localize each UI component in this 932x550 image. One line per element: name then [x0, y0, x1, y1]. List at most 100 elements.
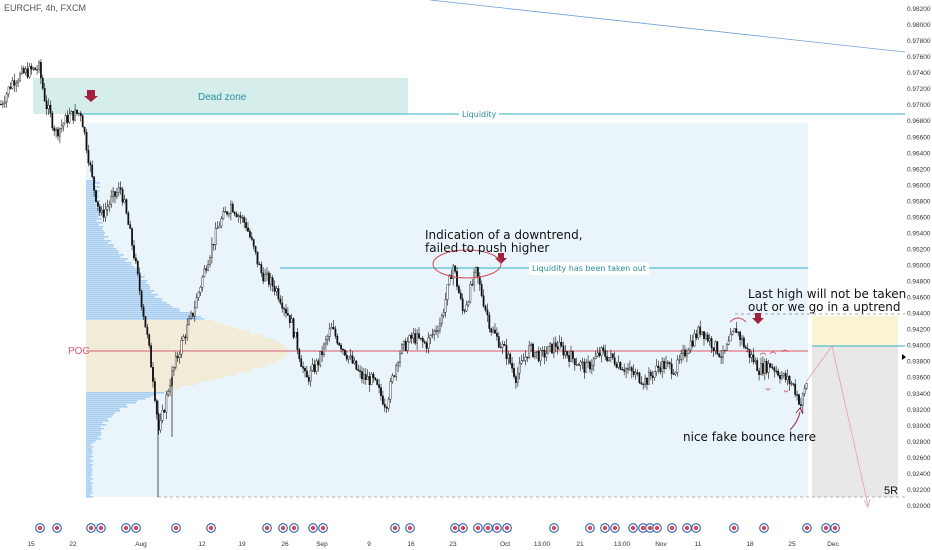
candle-body — [277, 288, 280, 300]
candle-body — [140, 290, 143, 308]
candle-body — [161, 410, 164, 421]
y-tick-label: 0.93600 — [907, 375, 931, 382]
event-icon-dot — [654, 525, 660, 531]
candle-body — [235, 213, 238, 218]
candle-body — [397, 362, 399, 366]
candle-body — [606, 356, 609, 361]
volume-profile-bar — [86, 410, 121, 412]
volume-profile-bar — [86, 354, 286, 356]
candle-body — [739, 331, 742, 341]
candle-body — [554, 342, 557, 347]
candle-body — [136, 260, 139, 275]
candle-body — [788, 376, 791, 384]
candle-body — [49, 105, 52, 114]
candle-body — [13, 80, 16, 86]
candle-body — [349, 355, 352, 358]
candle-body — [680, 353, 683, 360]
candle-body — [133, 245, 135, 259]
candle-body — [60, 125, 63, 129]
event-icon-dot — [98, 525, 104, 531]
candle-body — [549, 343, 552, 347]
candle-body — [306, 370, 308, 378]
event-icon-dot — [494, 525, 500, 531]
candle-body — [117, 187, 120, 193]
y-tick-label: 0.92600 — [907, 455, 931, 462]
candle-body — [64, 115, 67, 124]
candle-body — [551, 343, 553, 354]
candle-body — [577, 364, 580, 366]
candle-body — [792, 383, 795, 385]
candle-body — [152, 367, 154, 382]
candle-body — [89, 162, 92, 166]
candle-body — [558, 341, 561, 350]
candle-body — [243, 217, 246, 223]
candle-body — [273, 285, 276, 292]
downtrend-ellipse — [432, 249, 502, 279]
candle-body — [720, 356, 723, 358]
candle-body — [372, 373, 375, 379]
candle-body — [174, 355, 177, 368]
candle-body — [214, 228, 217, 245]
volume-profile-bar — [86, 342, 280, 344]
volume-profile-bar — [86, 332, 250, 334]
candle-body — [703, 331, 705, 339]
volume-profile-bar — [86, 270, 137, 272]
candle-body — [19, 73, 21, 82]
y-axis[interactable]: 0.98200 0.98000 0.97800 0.97600 0.97400 0.972… — [907, 6, 931, 510]
candle-body — [385, 407, 388, 409]
x-axis[interactable]: 15 22 Aug 12 19 26 Sep 9 16 23 Oct 13:00 21 13:00 Nov 1… — [27, 541, 839, 548]
candle-body — [55, 128, 58, 132]
candle-body — [275, 288, 278, 292]
y-tick-label: 0.92200 — [907, 487, 931, 494]
volume-profile-bar — [86, 422, 103, 424]
event-icon-dot — [804, 525, 810, 531]
candle-body — [62, 122, 65, 126]
fake-bounce-arrowhead-icon — [795, 407, 804, 415]
candle-body — [458, 286, 460, 294]
volume-profile-bar — [86, 298, 163, 300]
candle-body — [43, 88, 46, 102]
candle-body — [503, 344, 506, 346]
volume-profile-bar — [86, 312, 190, 314]
event-icon-dot — [684, 525, 690, 531]
candle-body — [216, 227, 219, 229]
volume-profile-bar — [86, 214, 101, 216]
x-tick-label: 18 — [746, 541, 754, 548]
candle-body — [123, 199, 126, 203]
candle-body — [11, 80, 14, 89]
volume-profile-bar — [86, 210, 99, 212]
event-icon-dot — [123, 525, 129, 531]
candle-body — [467, 301, 470, 306]
event-icon-dot — [761, 525, 767, 531]
candle-body — [623, 369, 626, 372]
candle-body — [368, 376, 371, 385]
last-high-arrow-icon — [752, 313, 764, 324]
candle-body — [226, 211, 228, 215]
volume-profile-bar — [86, 400, 138, 402]
x-tick-label: 15 — [27, 541, 35, 548]
volume-profile-bar — [86, 458, 91, 460]
candle-body — [423, 341, 426, 344]
y-tick-label: 0.96200 — [907, 166, 931, 173]
candle-body — [129, 224, 132, 229]
candle-body — [672, 373, 675, 375]
y-tick-label: 0.97000 — [907, 102, 931, 109]
candle-body — [317, 360, 320, 366]
candle-body — [475, 267, 477, 273]
volume-profile-bar — [86, 408, 120, 410]
candle-body — [359, 370, 361, 372]
event-icons[interactable] — [35, 523, 840, 533]
candle-body — [613, 357, 616, 365]
candle-body — [456, 271, 458, 287]
candle-body — [524, 356, 527, 361]
volume-profile-bar — [86, 474, 93, 476]
volume-profile-bar — [86, 306, 173, 308]
candle-body — [486, 309, 489, 316]
candle-body — [686, 353, 688, 357]
candle-body — [186, 324, 189, 338]
volume-profile-bar — [86, 274, 139, 276]
candle-body — [298, 349, 301, 359]
range-zone — [86, 123, 808, 497]
y-tick-label: 0.96600 — [907, 134, 931, 141]
